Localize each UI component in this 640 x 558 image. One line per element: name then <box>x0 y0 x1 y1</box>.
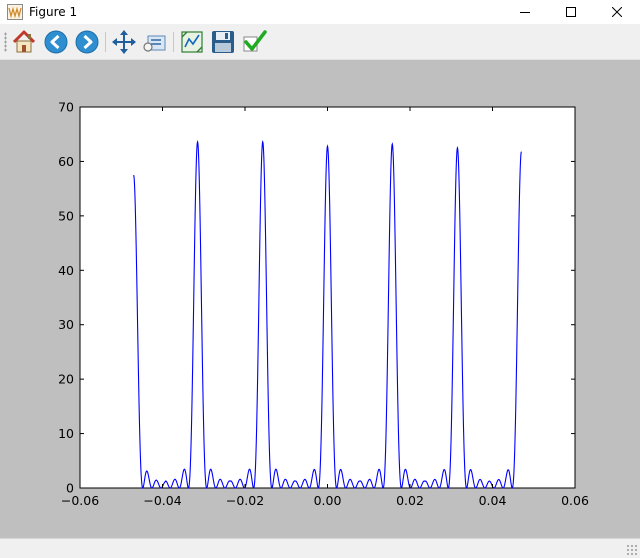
y-tick-label: 20 <box>58 372 74 387</box>
forward-arrow-icon <box>75 30 99 54</box>
y-tick-label: 30 <box>58 317 74 332</box>
close-icon <box>612 7 622 17</box>
series-line <box>133 139 522 489</box>
pan-button[interactable] <box>111 29 137 55</box>
y-tick-label: 10 <box>58 426 74 441</box>
y-tick-label: 50 <box>58 208 74 223</box>
zoom-rect-icon <box>143 35 166 52</box>
save-button[interactable] <box>210 29 236 55</box>
x-tick-label: −0.04 <box>143 493 181 508</box>
minimize-icon <box>520 12 530 13</box>
status-bar <box>0 538 640 558</box>
home-button[interactable] <box>11 29 37 55</box>
y-tick-label: 60 <box>58 154 74 169</box>
y-tick-label: 40 <box>58 263 74 278</box>
edit-button[interactable] <box>241 29 267 55</box>
x-tick-label: 0.00 <box>314 493 342 508</box>
maximize-button[interactable] <box>548 0 594 24</box>
window-controls <box>502 0 640 24</box>
back-arrow-icon <box>44 30 68 54</box>
back-button[interactable] <box>43 29 69 55</box>
toolbar-separator <box>173 32 174 52</box>
x-tick-label: −0.02 <box>226 493 264 508</box>
x-tick-label: 0.02 <box>396 493 424 508</box>
resize-grip[interactable] <box>626 544 638 556</box>
close-button[interactable] <box>594 0 640 24</box>
pan-move-icon <box>112 30 136 54</box>
checkmark-icon <box>243 30 267 52</box>
axis-tick-labels: −0.06 −0.04 −0.02 0.00 0.02 0.04 0.06 0 10 20 30 40… <box>58 100 589 509</box>
axis-ticks <box>79 106 576 489</box>
minimize-button[interactable] <box>502 0 548 24</box>
y-tick-label: 0 <box>66 481 74 496</box>
forward-button[interactable] <box>74 29 100 55</box>
subplots-button[interactable] <box>179 29 205 55</box>
navigation-toolbar <box>0 24 640 60</box>
home-icon <box>12 30 36 53</box>
x-tick-label: 0.04 <box>479 493 507 508</box>
title-bar: Figure 1 <box>0 0 640 24</box>
subplots-config-icon <box>181 31 203 53</box>
save-floppy-icon <box>212 31 234 53</box>
app-icon <box>7 4 23 20</box>
y-tick-label: 70 <box>58 100 74 115</box>
axes-background <box>79 106 576 489</box>
plot-area[interactable]: −0.06 −0.04 −0.02 0.00 0.02 0.04 0.06 0 10 20 30 40… <box>0 60 640 538</box>
toolbar-grip[interactable] <box>4 32 7 52</box>
zoom-button[interactable] <box>142 29 168 55</box>
x-tick-label: −0.06 <box>61 493 99 508</box>
window-title: Figure 1 <box>29 5 78 19</box>
toolbar-separator <box>105 32 106 52</box>
x-tick-label: 0.06 <box>561 493 589 508</box>
maximize-icon <box>566 7 576 17</box>
